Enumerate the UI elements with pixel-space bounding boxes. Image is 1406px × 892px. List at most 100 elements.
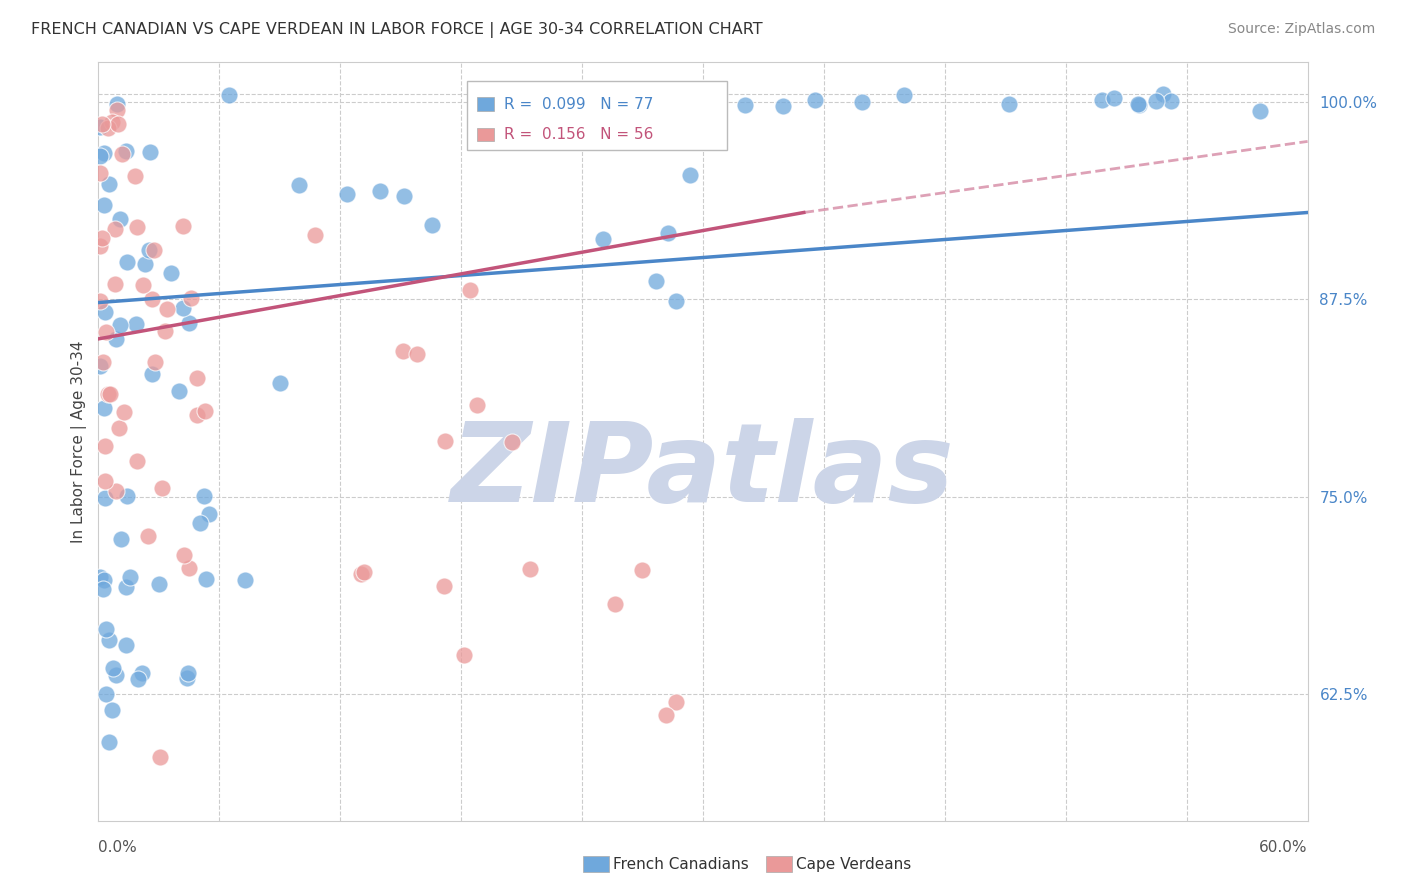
Point	[233, 573, 256, 587]
Point	[172, 219, 194, 233]
Point	[335, 186, 357, 201]
Point	[94, 687, 117, 701]
Point	[695, 95, 717, 110]
Point	[89, 570, 111, 584]
Point	[288, 178, 311, 192]
Point	[115, 144, 138, 158]
Point	[94, 439, 117, 453]
Point	[392, 189, 415, 203]
Point	[156, 301, 179, 316]
Point	[136, 529, 159, 543]
Point	[631, 563, 654, 577]
Point	[519, 562, 541, 576]
Point	[406, 347, 429, 361]
Point	[108, 420, 131, 434]
Point	[1144, 94, 1167, 108]
Point	[104, 668, 127, 682]
Point	[114, 580, 136, 594]
Point	[433, 434, 456, 448]
Point	[150, 481, 173, 495]
Point	[124, 169, 146, 184]
Point	[353, 566, 375, 580]
Point	[177, 561, 200, 575]
Point	[89, 166, 111, 180]
Point	[98, 387, 121, 401]
Point	[186, 408, 208, 422]
Point	[678, 168, 700, 182]
Point	[89, 238, 111, 252]
Point	[149, 750, 172, 764]
Point	[194, 572, 217, 586]
Point	[115, 489, 138, 503]
Point	[513, 128, 536, 143]
Point	[804, 93, 827, 107]
Point	[111, 147, 134, 161]
Point	[89, 293, 111, 308]
Point	[1104, 91, 1126, 105]
Point	[169, 384, 191, 398]
Point	[148, 576, 170, 591]
Bar	[477, 97, 495, 111]
Point	[104, 483, 127, 498]
Point	[98, 632, 121, 647]
Y-axis label: In Labor Force | Age 30-34: In Labor Force | Age 30-34	[72, 340, 87, 543]
Point	[89, 120, 111, 134]
Point	[104, 222, 127, 236]
FancyBboxPatch shape	[467, 81, 727, 150]
Point	[105, 103, 128, 117]
Point	[89, 149, 111, 163]
Point	[139, 145, 162, 159]
Point	[433, 579, 456, 593]
Point	[893, 87, 915, 102]
Point	[108, 212, 131, 227]
Point	[91, 231, 114, 245]
Point	[188, 516, 211, 530]
Point	[172, 301, 194, 315]
Point	[304, 227, 326, 242]
Point	[218, 88, 240, 103]
Point	[115, 638, 138, 652]
Point	[176, 672, 198, 686]
Point	[101, 661, 124, 675]
Point	[89, 359, 111, 373]
Point	[93, 401, 115, 416]
Point	[141, 368, 163, 382]
Point	[97, 121, 120, 136]
Point	[138, 244, 160, 258]
Point	[592, 232, 614, 246]
Point	[94, 325, 117, 339]
Point	[91, 582, 114, 596]
Text: R =  0.099   N = 77: R = 0.099 N = 77	[503, 96, 654, 112]
Text: ZIPatlas: ZIPatlas	[451, 418, 955, 525]
Point	[194, 404, 217, 418]
Point	[173, 549, 195, 563]
Point	[159, 266, 181, 280]
Point	[143, 355, 166, 369]
Point	[93, 197, 115, 211]
Point	[465, 399, 488, 413]
Point	[97, 734, 120, 748]
Point	[93, 491, 115, 506]
Point	[1091, 93, 1114, 107]
Point	[193, 489, 215, 503]
Point	[179, 317, 201, 331]
Point	[91, 117, 114, 131]
Point	[93, 573, 115, 587]
Point	[94, 475, 117, 489]
Bar	[477, 128, 495, 141]
Point	[101, 115, 124, 129]
Point	[998, 96, 1021, 111]
Point	[132, 278, 155, 293]
Point	[153, 324, 176, 338]
Point	[131, 666, 153, 681]
Point	[1249, 104, 1271, 119]
Point	[124, 318, 146, 332]
Point	[1152, 87, 1174, 101]
Point	[141, 292, 163, 306]
Point	[94, 622, 117, 636]
Point	[125, 219, 148, 234]
Point	[142, 244, 165, 258]
Point	[101, 703, 124, 717]
Point	[115, 255, 138, 269]
Text: Cape Verdeans: Cape Verdeans	[796, 857, 911, 871]
